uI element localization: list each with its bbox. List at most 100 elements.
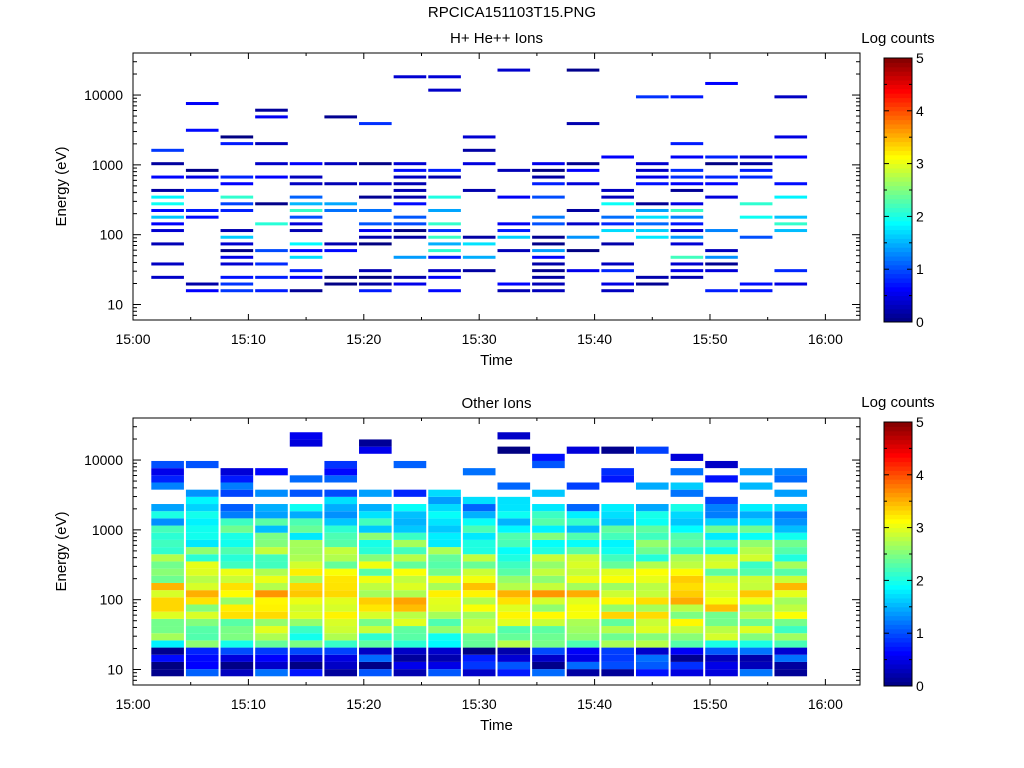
heatmap-cell [601, 539, 634, 548]
heatmap-cell [255, 554, 288, 562]
heatmap-cell [635, 647, 669, 655]
colorbar-segment [884, 532, 912, 537]
heatmap-cell [774, 511, 808, 519]
heatmap-cell [359, 525, 392, 533]
heatmap-cell [532, 654, 565, 662]
colorbar-tick-label: 1 [916, 625, 924, 641]
heatmap-cell [635, 182, 669, 186]
colorbar-segment [884, 212, 912, 217]
heatmap-cell [220, 590, 254, 598]
heatmap-cell [532, 539, 565, 548]
colorbar-segment [884, 602, 912, 608]
colorbar-segment [884, 650, 912, 656]
heatmap-cell [497, 575, 531, 583]
colorbar-segment [884, 514, 912, 520]
heatmap-cell [670, 532, 704, 540]
heatmap-cell [566, 547, 600, 555]
heatmap-cell [255, 275, 288, 279]
heatmap-cell [324, 568, 358, 576]
heatmap-cell [359, 222, 392, 226]
heatmap-cell [220, 202, 254, 206]
heatmap-cell [566, 222, 600, 226]
heatmap-cell [428, 489, 461, 497]
heatmap-cell [428, 561, 461, 569]
heatmap-cell [359, 669, 392, 677]
heatmap-cell [462, 547, 496, 555]
colorbar-segment [884, 137, 912, 143]
heatmap-cell [393, 235, 427, 239]
heatmap-cell [220, 489, 254, 497]
heatmap-cell [220, 242, 254, 246]
heatmap-cell [566, 582, 600, 591]
heatmap-cell [359, 640, 392, 648]
heatmap-cell [255, 640, 288, 648]
heatmap-cell [185, 582, 219, 591]
heatmap-cell [289, 229, 323, 233]
heatmap-cell [670, 633, 704, 641]
heatmap-cell [532, 669, 565, 677]
heatmap-cell [185, 640, 219, 648]
heatmap-cell [289, 518, 323, 526]
heatmap-cell [220, 275, 254, 279]
heatmap-cell [428, 88, 461, 92]
colorbar-segment [884, 168, 912, 173]
heatmap-cell [705, 611, 738, 619]
heatmap-cell [289, 289, 323, 293]
heatmap-cell [255, 222, 288, 226]
colorbar-segment [884, 554, 912, 559]
colorbar-segment [884, 488, 912, 493]
heatmap-cell [185, 654, 219, 662]
heatmap-cell [462, 597, 496, 605]
colorbar-segment [884, 71, 912, 77]
heatmap-cell [289, 242, 323, 246]
colorbar-segment [884, 571, 912, 577]
heatmap-cell [635, 561, 669, 569]
heatmap-cell [566, 618, 600, 627]
heatmap-cell [151, 162, 184, 166]
heatmap-cell [462, 561, 496, 569]
heatmap-cell [255, 115, 288, 119]
heatmap-cell [185, 647, 219, 655]
heatmap-cell [532, 547, 565, 555]
heatmap-cell [739, 175, 773, 179]
heatmap-cell [185, 597, 219, 605]
heatmap-cell [739, 669, 773, 677]
heatmap-cell [566, 511, 600, 519]
heatmap-cell [393, 182, 427, 186]
heatmap-cell [359, 618, 392, 627]
heatmap-cell [739, 561, 773, 569]
heatmap-cell [670, 590, 704, 598]
heatmap-cell [670, 618, 704, 627]
heatmap-cell [566, 539, 600, 548]
heatmap-cell [151, 661, 184, 670]
heatmap-cell [739, 611, 773, 619]
heatmap-cell [185, 575, 219, 583]
colorbar-segment [884, 282, 912, 288]
heatmap-cell [566, 568, 600, 576]
heatmap-cell [532, 460, 565, 469]
heatmap-cell [359, 661, 392, 670]
heatmap-cell [705, 255, 738, 259]
heatmap-cell [497, 282, 531, 286]
heatmap-cell [324, 661, 358, 670]
colorbar-segment [884, 677, 912, 683]
heatmap-cell [670, 215, 704, 219]
heatmap-cell [670, 575, 704, 583]
heatmap-cell [739, 633, 773, 641]
heatmap-cell [220, 195, 254, 199]
heatmap-cell [670, 208, 704, 212]
heatmap-cell [359, 547, 392, 555]
heatmap-cell [185, 496, 219, 505]
heatmap-cell [359, 289, 392, 293]
heatmap-cell [428, 195, 461, 199]
heatmap-cell [705, 582, 738, 591]
colorbar-segment [884, 470, 912, 476]
heatmap-cell [601, 575, 634, 583]
heatmap-cell [601, 532, 634, 540]
heatmap-cell [601, 468, 634, 476]
colorbar-segment [884, 576, 912, 581]
colorbar-segment [884, 466, 912, 471]
heatmap-cell [670, 511, 704, 519]
colorbar-segment [884, 286, 912, 292]
